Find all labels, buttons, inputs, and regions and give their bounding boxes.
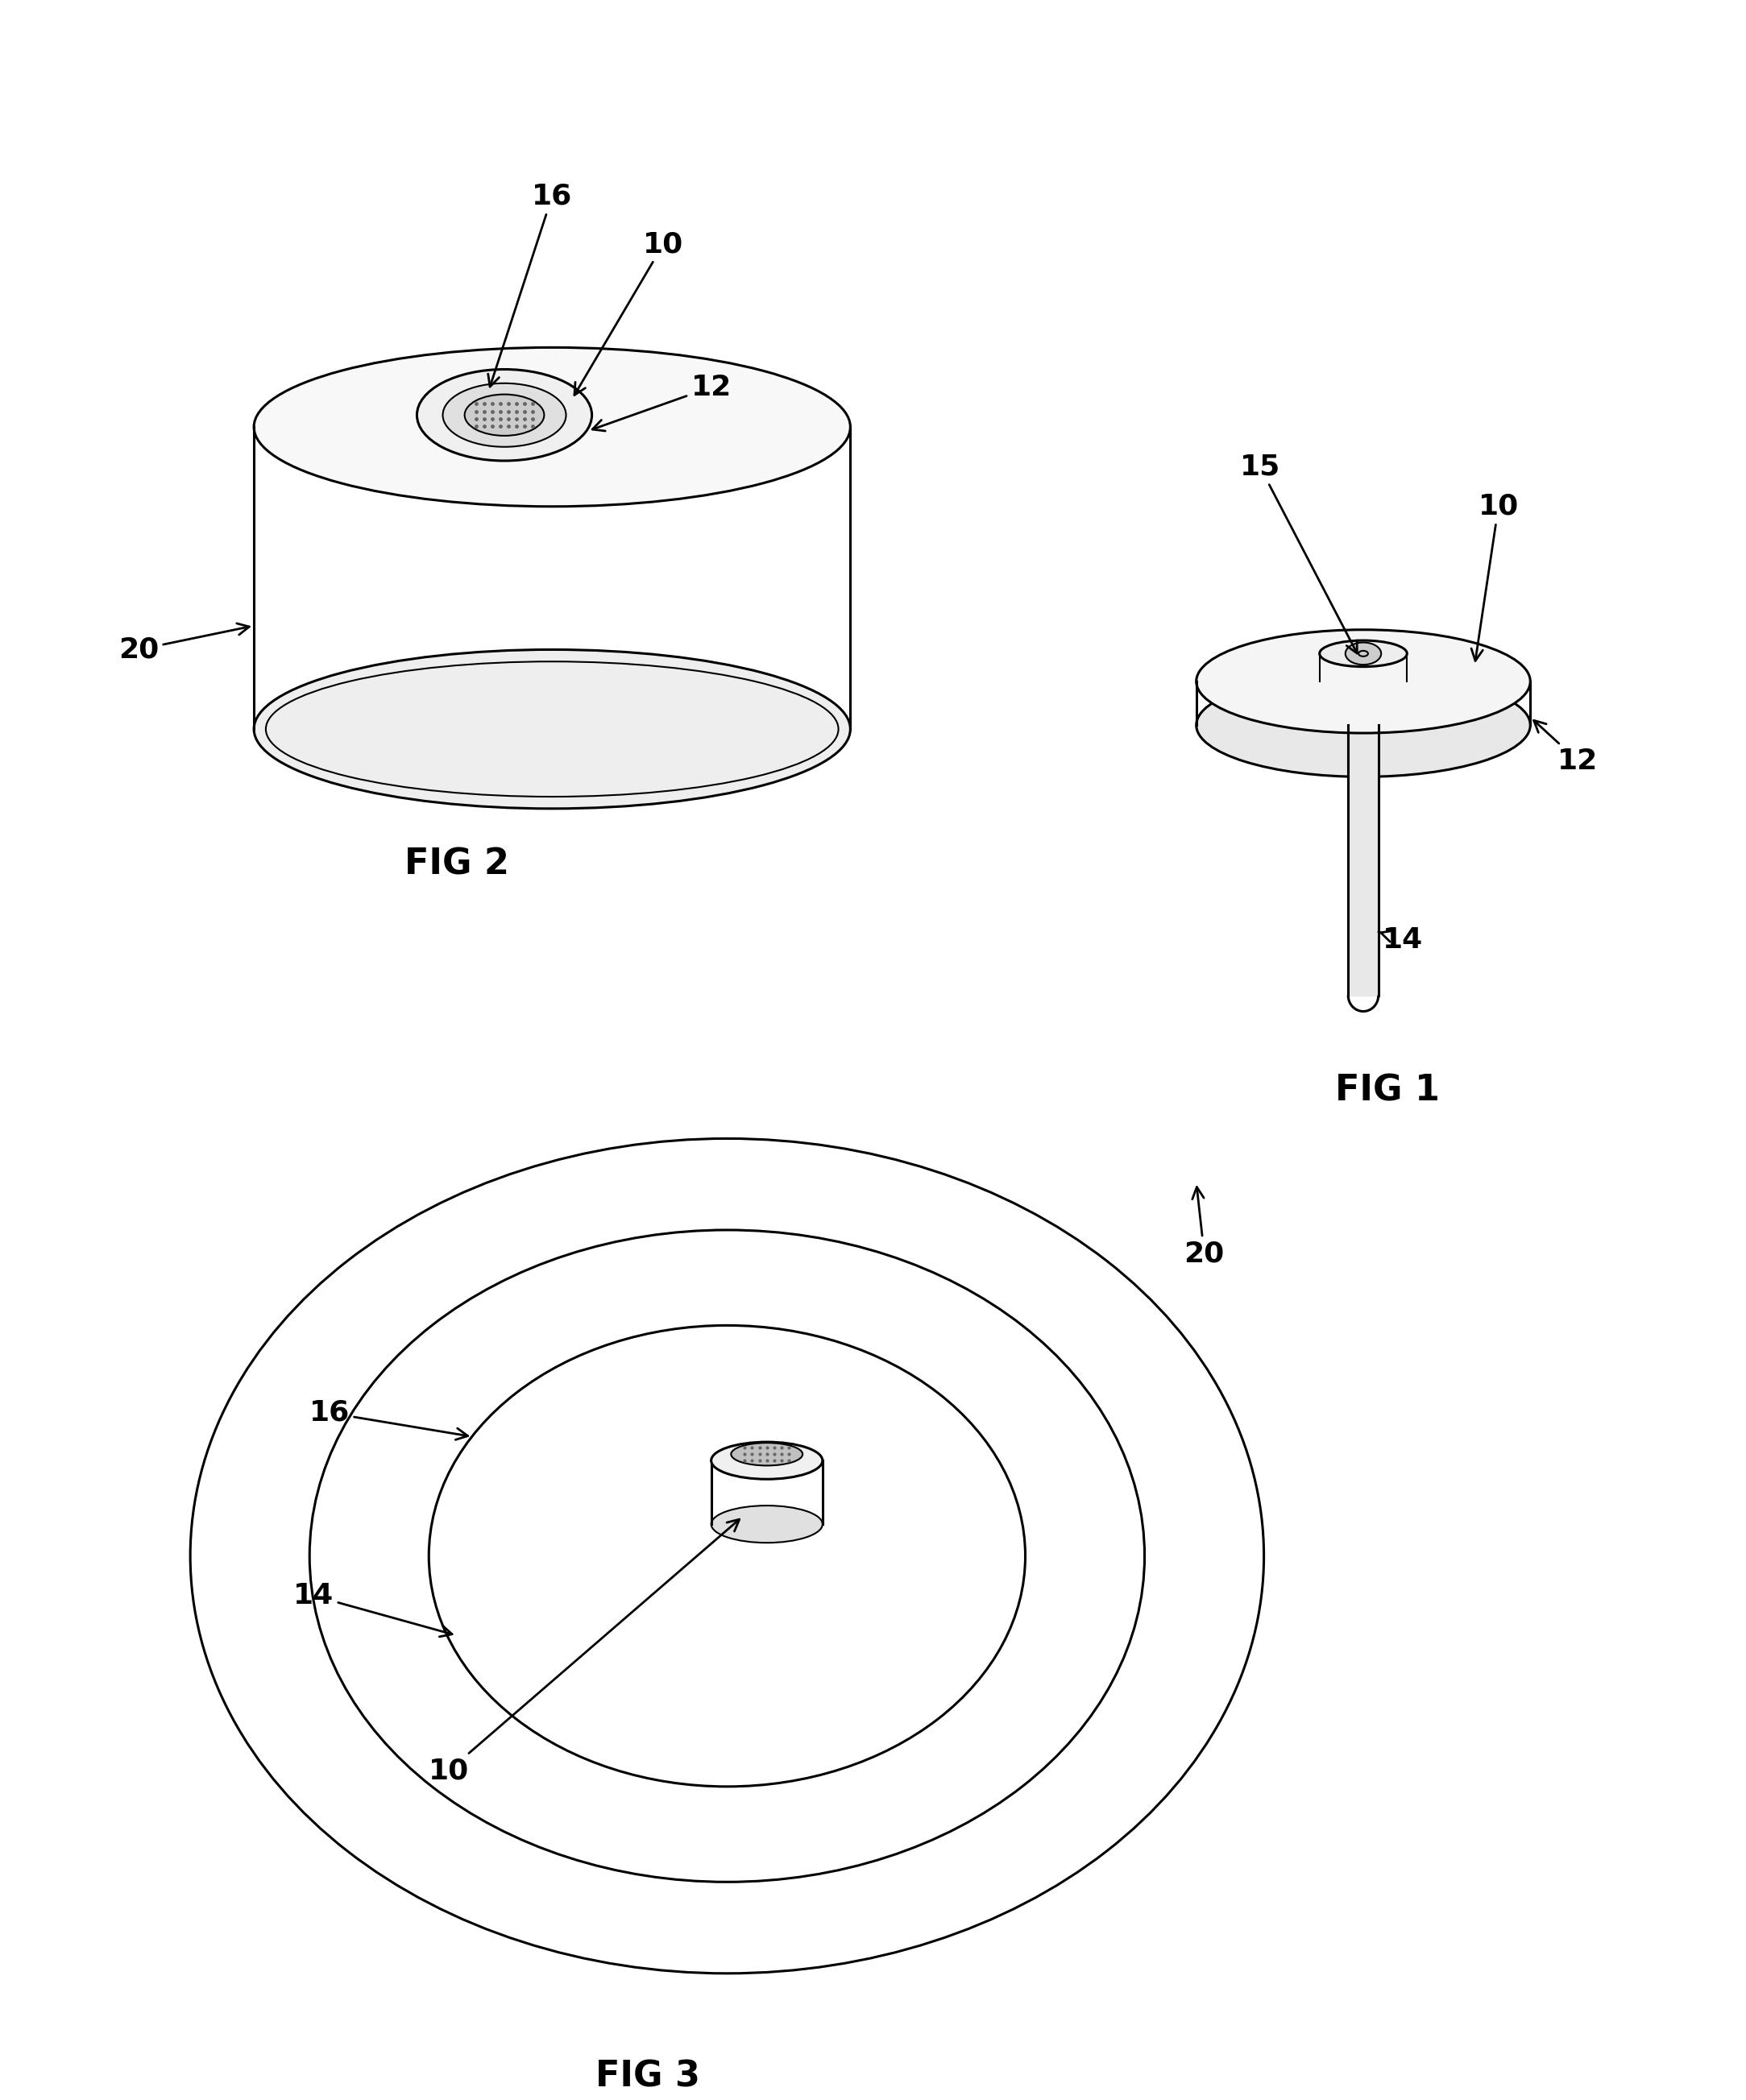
Ellipse shape	[253, 649, 850, 808]
Ellipse shape	[1196, 674, 1529, 777]
Text: 20: 20	[1184, 1186, 1224, 1268]
Text: 12: 12	[592, 374, 732, 430]
Text: 10: 10	[428, 1518, 739, 1785]
Text: 10: 10	[574, 231, 684, 395]
Ellipse shape	[253, 346, 850, 506]
Ellipse shape	[711, 1506, 822, 1544]
Ellipse shape	[1320, 640, 1407, 666]
Ellipse shape	[443, 382, 566, 447]
Text: 20: 20	[119, 624, 250, 664]
Text: 15: 15	[1240, 454, 1357, 653]
Text: 14: 14	[293, 1581, 452, 1636]
Ellipse shape	[711, 1443, 822, 1478]
Ellipse shape	[464, 395, 545, 435]
Ellipse shape	[1196, 630, 1529, 733]
Ellipse shape	[417, 370, 592, 460]
Ellipse shape	[732, 1443, 803, 1466]
Text: 16: 16	[309, 1399, 468, 1441]
Text: 10: 10	[1472, 494, 1519, 662]
Text: FIG 3: FIG 3	[595, 2060, 700, 2094]
Text: 14: 14	[1378, 926, 1423, 953]
Text: FIG 1: FIG 1	[1334, 1073, 1439, 1109]
Ellipse shape	[1346, 643, 1381, 666]
Text: 16: 16	[489, 183, 573, 386]
Text: 12: 12	[1533, 720, 1598, 775]
Text: FIG 2: FIG 2	[405, 846, 510, 882]
